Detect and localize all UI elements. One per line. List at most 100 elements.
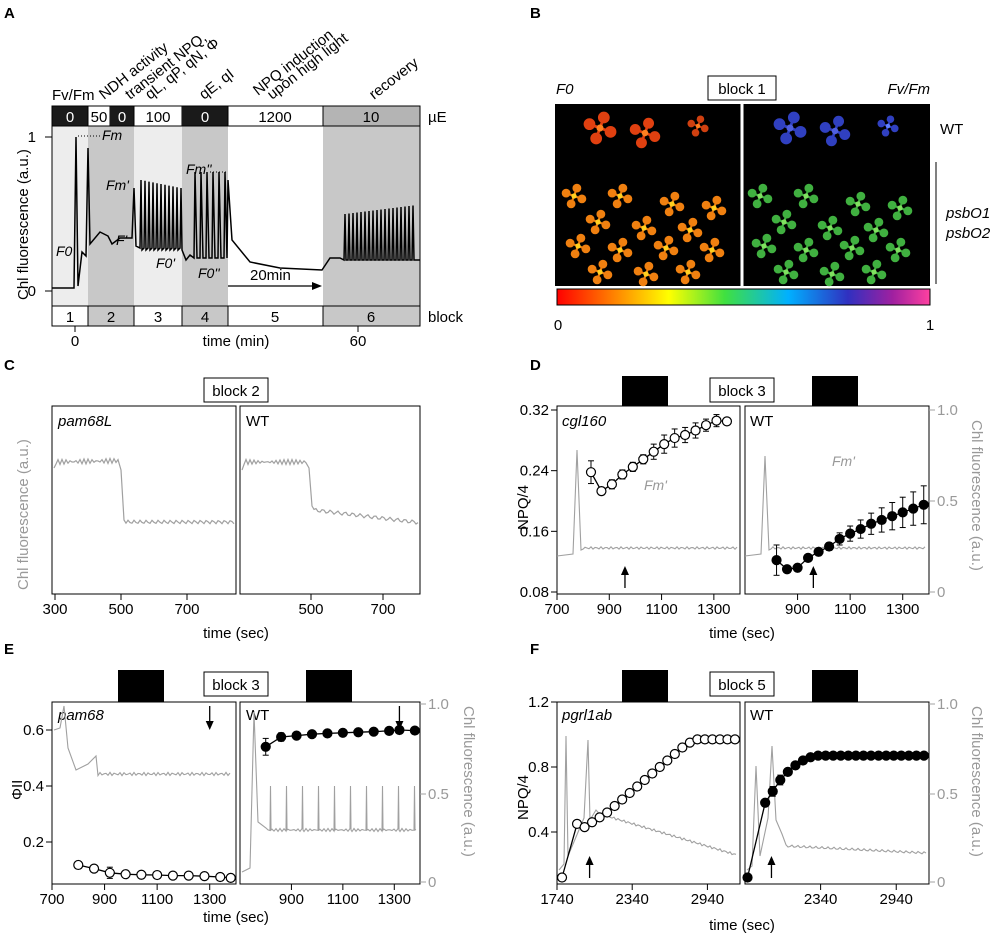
plant-leaf (817, 220, 827, 230)
data-point (596, 486, 607, 497)
data-point (690, 425, 701, 436)
yr-tick-label: 1.0 (428, 696, 449, 713)
plant-leaf (601, 220, 611, 230)
plant-leaf (866, 275, 876, 285)
data-point (721, 416, 733, 427)
d-ylabel-right: Chl fluorescence (a.u.) (968, 420, 985, 571)
data-point (585, 467, 597, 478)
plant-leaf (638, 277, 648, 287)
wt-plant-f0 (583, 111, 617, 145)
plant-leaf (850, 207, 860, 217)
plant-leaf (701, 200, 711, 210)
plant-leaf (688, 217, 698, 227)
a-ylabel: Chl fluorescence (a.u.) (15, 149, 32, 300)
x-tick-label: 1100 (141, 891, 173, 908)
f-block-label: block 5 (718, 677, 766, 694)
data-point (409, 725, 420, 736)
plant-center (827, 225, 833, 231)
e-block-label: block 3 (212, 677, 260, 694)
x-tick-label: 900 (279, 891, 304, 908)
mutant-plant-f0 (607, 237, 633, 263)
y-tick-label: 0.4 (23, 778, 44, 795)
plant-leaf (618, 183, 628, 193)
plant-leaf (758, 183, 768, 193)
data-point (353, 727, 364, 738)
plant-leaf (833, 226, 843, 236)
plant-leaf (704, 253, 714, 263)
plant-leaf (767, 244, 777, 254)
mutant-plant-f0 (633, 261, 659, 287)
f-xlabel: time (sec) (709, 917, 775, 934)
light-0: 0 (66, 109, 74, 126)
plant-center (885, 123, 891, 129)
plant-leaf (587, 264, 597, 274)
c-tick-label: 300 (42, 601, 67, 618)
e-xlabel: time (sec) (203, 909, 269, 926)
data-point (104, 867, 115, 878)
panel-a: A Fv/Fm NDH activity transient NPQ, qL, … (4, 5, 464, 350)
data-point (602, 807, 613, 818)
plant-leaf (825, 135, 837, 147)
plant-leaf (787, 220, 797, 230)
y-tick-label: 1.2 (528, 694, 549, 711)
plant-leaf (642, 215, 652, 225)
plant-center (783, 269, 789, 275)
d-fm-label-left: Fm' (644, 477, 668, 493)
data-point (617, 469, 628, 480)
plant-leaf (830, 261, 840, 271)
plant-leaf (890, 253, 900, 263)
arrow-head (767, 856, 776, 865)
data-point (775, 774, 786, 786)
psbo2-label: psbO2 (945, 225, 991, 242)
plant-center (617, 247, 623, 253)
plant-center (595, 219, 601, 225)
fm-prime-annotation: Fm' (106, 177, 130, 193)
plant-leaf (653, 240, 663, 250)
f0-label: F0 (556, 81, 574, 98)
data-point (711, 415, 722, 426)
plant-leaf (658, 251, 668, 261)
plant-leaf (874, 217, 884, 227)
data-point (322, 728, 333, 739)
data-point (260, 741, 271, 752)
data-point (700, 420, 712, 431)
a-xlabel: time (min) (203, 333, 270, 350)
plant-leaf (669, 246, 679, 256)
plant-leaf (784, 259, 794, 269)
e-ylabel: ΦII (9, 780, 26, 800)
plant-leaf (782, 209, 792, 219)
plant-leaf (717, 206, 727, 216)
plant-leaf (612, 253, 622, 263)
plant-leaf (618, 237, 628, 247)
d-ylabel: NPQ/4 (515, 485, 532, 530)
data-point (802, 552, 814, 563)
wt-plant-f0 (687, 115, 709, 137)
mutant-plant-f0 (561, 183, 587, 209)
y-tick-label: 0.16 (520, 523, 549, 540)
y-tick-label: 0.32 (520, 402, 549, 419)
yr-tick-label: 0 (937, 874, 945, 891)
wt-label: WT (940, 121, 963, 138)
plant-leaf (763, 194, 773, 204)
plant-leaf (566, 199, 576, 209)
d-block-label: block 3 (718, 383, 766, 400)
plant-leaf (892, 211, 902, 221)
data-point (556, 872, 568, 883)
plant-center (663, 245, 669, 251)
panel-f-label: F (530, 641, 539, 658)
data-point (918, 499, 929, 510)
light-0c: 0 (201, 109, 209, 126)
y-tick-label: 0.08 (520, 584, 549, 601)
c-ylabel: Chl fluorescence (a.u.) (15, 439, 32, 590)
block-5: 5 (271, 309, 279, 326)
yr-tick-label: 1.0 (937, 696, 958, 713)
plant-leaf (903, 206, 913, 216)
data-point (887, 511, 898, 522)
plant-leaf (597, 111, 610, 124)
fluorescence-trace (746, 745, 927, 871)
data-point (792, 562, 803, 573)
x-tick-label: 1100 (834, 601, 866, 618)
wt-c-trace (241, 457, 419, 525)
wt-plant-fvfm (877, 115, 899, 137)
data-point (88, 863, 100, 874)
